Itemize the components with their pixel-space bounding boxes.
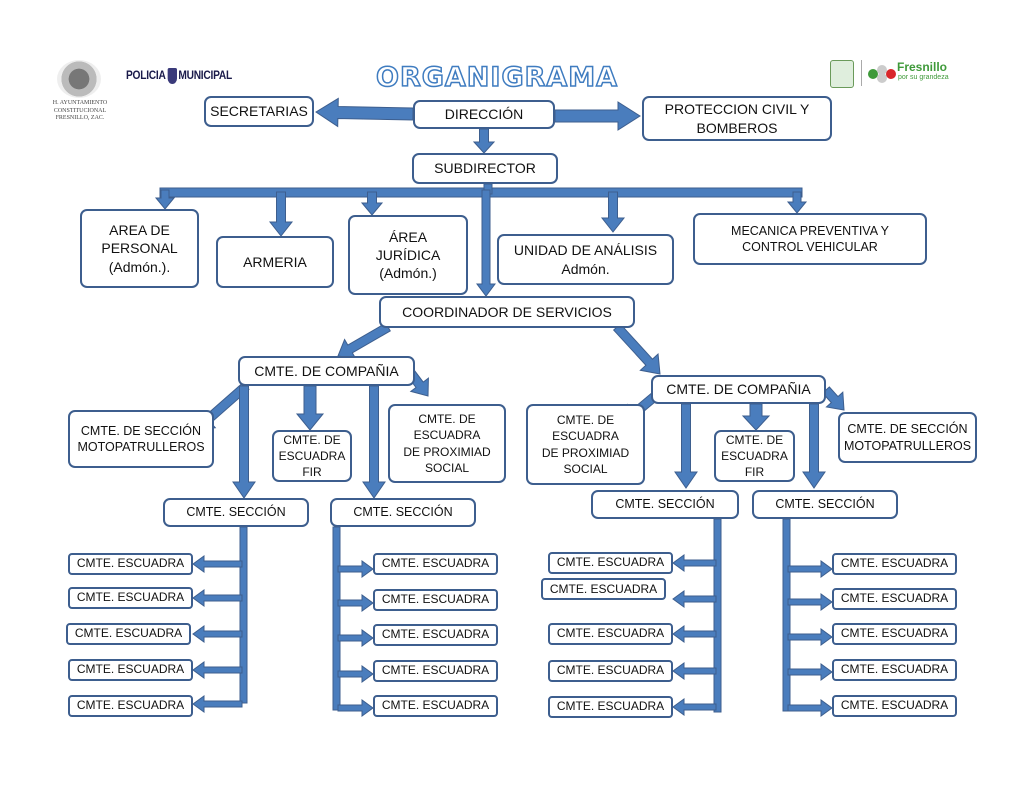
right-section-1-trunk	[713, 518, 722, 713]
police-logo-left-text: POLICIA	[126, 68, 166, 83]
arrow-to-subdirector	[472, 128, 496, 154]
arrow-to-right-seccion-2	[802, 403, 826, 489]
arrow-to-right-seccion-1	[674, 403, 698, 489]
box-escuadra: CMTE. ESCUADRA	[373, 589, 498, 611]
arrow-to-escuadra	[192, 555, 243, 573]
box-left-proximidad: CMTE. DE ESCUADRA DE PROXIMIAD SOCIAL	[388, 404, 506, 483]
left-section-1-trunk	[239, 526, 248, 704]
arrow-to-proteccion	[554, 101, 641, 131]
fresnillo-logo-name: Fresnillo	[897, 60, 948, 74]
arrow-to-left-company	[337, 322, 391, 360]
box-escuadra: CMTE. ESCUADRA	[832, 659, 957, 681]
policia-municipal-logo: POLICIA MUNICIPAL	[126, 68, 232, 84]
arrow-to-escuadra	[337, 560, 374, 578]
arrow-to-escuadra	[337, 699, 374, 717]
arrow-to-escuadra	[192, 625, 243, 643]
arrow-to-escuadra	[672, 590, 717, 608]
ayuntamiento-seal-logo	[57, 60, 101, 98]
box-escuadra: CMTE. ESCUADRA	[548, 696, 673, 718]
arrow-to-escuadra	[787, 699, 833, 717]
box-escuadra: CMTE. ESCUADRA	[373, 624, 498, 646]
box-left-seccion-2: CMTE. SECCIÓN	[330, 498, 476, 527]
box-subdirector: SUBDIRECTOR	[412, 153, 558, 184]
fresnillo-logo-tagline: por su grandeza	[898, 74, 949, 81]
fresnillo-crest-logo	[830, 60, 854, 88]
box-left-seccion-1: CMTE. SECCIÓN	[163, 498, 309, 527]
box-escuadra: CMTE. ESCUADRA	[832, 588, 957, 610]
arrow-to-right-moto	[821, 386, 845, 411]
box-coordinador-servicios: COORDINADOR DE SERVICIOS	[379, 296, 635, 328]
box-escuadra: CMTE. ESCUADRA	[66, 623, 191, 645]
box-escuadra: CMTE. ESCUADRA	[832, 695, 957, 717]
right-section-2-trunk	[782, 518, 791, 712]
arrow-to-escuadra	[672, 698, 717, 716]
arrow-to-left-seccion-1	[232, 385, 256, 499]
fresnillo-dots-logo	[868, 65, 898, 83]
box-left-fir: CMTE. DE ESCUADRA FIR	[272, 430, 352, 482]
arrow-to-right-fir	[741, 403, 771, 431]
box-escuadra: CMTE. ESCUADRA	[548, 552, 673, 574]
arrow-to-escuadra	[672, 625, 717, 643]
arrow-to-escuadra	[672, 662, 717, 680]
arrow-to-armeria	[268, 191, 294, 237]
arrow-to-secretarias	[315, 97, 414, 128]
arrow-to-coordinador	[476, 189, 496, 297]
arrow-to-escuadra	[337, 594, 374, 612]
arrow-to-area-juridica	[360, 191, 384, 216]
arrow-to-escuadra	[787, 560, 833, 578]
box-escuadra: CMTE. ESCUADRA	[832, 623, 957, 645]
arrow-to-unidad-analisis	[600, 191, 626, 233]
arrow-to-escuadra	[787, 663, 833, 681]
box-escuadra: CMTE. ESCUADRA	[832, 553, 957, 575]
box-right-moto: CMTE. DE SECCIÓN MOTOPATRULLEROS	[838, 412, 977, 463]
box-escuadra: CMTE. ESCUADRA	[548, 660, 673, 682]
box-escuadra: CMTE. ESCUADRA	[373, 553, 498, 575]
box-area-juridica: ÁREA JURÍDICA (Admón.)	[348, 215, 468, 295]
box-direccion: DIRECCIÓN	[413, 100, 555, 129]
box-unidad-analisis: UNIDAD DE ANÁLISIS Admón.	[497, 234, 674, 285]
box-right-seccion-1: CMTE. SECCIÓN	[591, 490, 739, 519]
arrow-to-escuadra	[192, 695, 243, 713]
box-escuadra: CMTE. ESCUADRA	[68, 587, 193, 609]
box-right-fir: CMTE. DE ESCUADRA FIR	[714, 430, 795, 482]
arrow-to-escuadra	[672, 554, 717, 572]
box-right-proximidad: CMTE. DE ESCUADRA DE PROXIMIAD SOCIAL	[526, 404, 645, 485]
arrow-to-escuadra	[192, 589, 243, 607]
box-left-moto: CMTE. DE SECCIÓN MOTOPATRULLEROS	[68, 410, 214, 468]
logo-divider	[861, 60, 862, 86]
arrow-to-area-personal	[154, 189, 176, 210]
box-left-cmte-compania: CMTE. DE COMPAÑIA	[238, 356, 415, 386]
box-escuadra: CMTE. ESCUADRA	[541, 578, 666, 600]
box-escuadra: CMTE. ESCUADRA	[68, 695, 193, 717]
main-horizontal-bar	[159, 187, 803, 198]
police-logo-right-text: MUNICIPAL	[178, 68, 232, 83]
box-escuadra: CMTE. ESCUADRA	[373, 660, 498, 682]
box-right-cmte-compania: CMTE. DE COMPAÑIA	[651, 375, 826, 404]
arrow-to-left-fir	[295, 385, 325, 431]
ayuntamiento-logo-text: H. AYUNTAMIENTO CONSTITUCIONAL FRESNILLO…	[52, 100, 108, 121]
box-escuadra: CMTE. ESCUADRA	[373, 695, 498, 717]
arrow-to-mecanica	[786, 191, 808, 214]
box-escuadra: CMTE. ESCUADRA	[68, 659, 193, 681]
police-badge-icon	[167, 68, 177, 84]
arrow-to-right-company	[612, 323, 661, 375]
arrow-to-escuadra	[192, 661, 243, 679]
arrow-to-left-seccion-2	[362, 385, 386, 499]
arrow-to-escuadra	[337, 665, 374, 683]
box-escuadra: CMTE. ESCUADRA	[548, 623, 673, 645]
box-right-seccion-2: CMTE. SECCIÓN	[752, 490, 898, 519]
box-armeria: ARMERIA	[216, 236, 334, 288]
box-mecanica: MECANICA PREVENTIVA Y CONTROL VEHICULAR	[693, 213, 927, 265]
arrow-to-escuadra	[787, 593, 833, 611]
page-title: ORGANIGRAMA	[375, 61, 619, 94]
left-section-2-trunk	[332, 526, 341, 711]
arrow-to-escuadra	[337, 629, 374, 647]
arrow-to-escuadra	[787, 628, 833, 646]
box-area-personal: AREA DE PERSONAL (Admón.).	[80, 209, 199, 288]
box-escuadra: CMTE. ESCUADRA	[68, 553, 193, 575]
box-secretarias: SECRETARIAS	[204, 96, 314, 127]
box-proteccion-civil: PROTECCION CIVIL Y BOMBEROS	[642, 96, 832, 141]
